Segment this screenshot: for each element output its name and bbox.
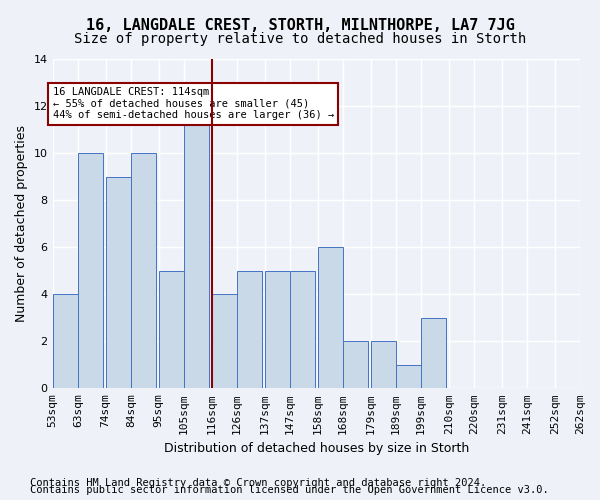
Text: Size of property relative to detached houses in Storth: Size of property relative to detached ho… — [74, 32, 526, 46]
Bar — [184, 106, 209, 389]
Bar — [158, 270, 184, 388]
Bar — [78, 153, 103, 388]
Text: Contains HM Land Registry data © Crown copyright and database right 2024.: Contains HM Land Registry data © Crown c… — [30, 478, 486, 488]
Bar — [343, 342, 368, 388]
Bar — [421, 318, 446, 388]
X-axis label: Distribution of detached houses by size in Storth: Distribution of detached houses by size … — [164, 442, 469, 455]
Bar — [131, 153, 156, 388]
Bar — [317, 247, 343, 388]
Text: 16, LANGDALE CREST, STORTH, MILNTHORPE, LA7 7JG: 16, LANGDALE CREST, STORTH, MILNTHORPE, … — [86, 18, 514, 32]
Y-axis label: Number of detached properties: Number of detached properties — [15, 125, 28, 322]
Text: Contains public sector information licensed under the Open Government Licence v3: Contains public sector information licen… — [30, 485, 549, 495]
Bar — [53, 294, 78, 388]
Text: 16 LANGDALE CREST: 114sqm
← 55% of detached houses are smaller (45)
44% of semi-: 16 LANGDALE CREST: 114sqm ← 55% of detac… — [53, 87, 334, 120]
Bar — [237, 270, 262, 388]
Bar — [396, 365, 421, 388]
Bar — [265, 270, 290, 388]
Bar — [106, 176, 131, 388]
Bar — [212, 294, 237, 388]
Bar — [371, 342, 396, 388]
Bar — [290, 270, 315, 388]
